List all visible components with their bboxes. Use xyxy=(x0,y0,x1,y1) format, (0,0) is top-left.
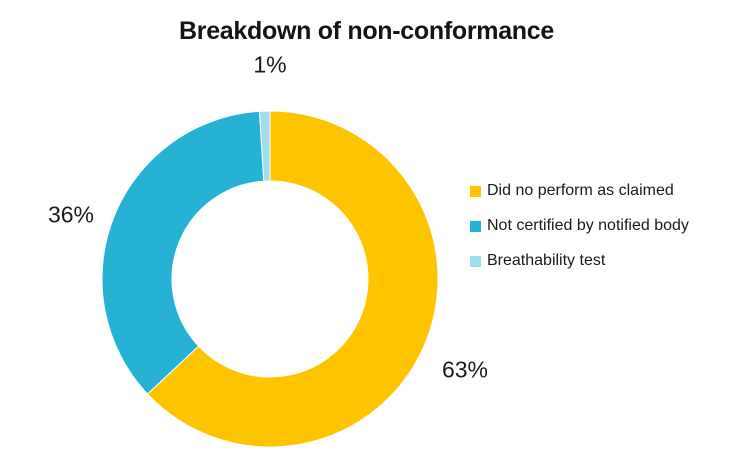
legend-item-not-certified: Not certified by notified body xyxy=(470,216,689,236)
donut-segment-1 xyxy=(101,110,265,395)
legend-label: Did no perform as claimed xyxy=(487,182,674,199)
donut-segment-2 xyxy=(258,110,271,182)
legend-item-breathability: Breathability test xyxy=(470,251,689,271)
data-label-did-no-perform: 63% xyxy=(441,356,489,383)
chart-title: Breakdown of non-conformance xyxy=(179,17,554,45)
legend-item-did-no-perform: Did no perform as claimed xyxy=(470,181,689,201)
legend-marker-yellow xyxy=(470,185,481,197)
legend-label: Not certified by notified body xyxy=(487,217,689,234)
donut-segment-0 xyxy=(146,110,439,448)
legend-marker-lightblue xyxy=(470,255,481,267)
data-label-breathability: 1% xyxy=(253,51,287,78)
legend-marker-blue xyxy=(470,220,481,232)
data-label-not-certified: 36% xyxy=(47,201,95,228)
legend: Did no perform as claimed Not certified … xyxy=(470,181,689,271)
legend-label: Breathability test xyxy=(487,252,606,269)
